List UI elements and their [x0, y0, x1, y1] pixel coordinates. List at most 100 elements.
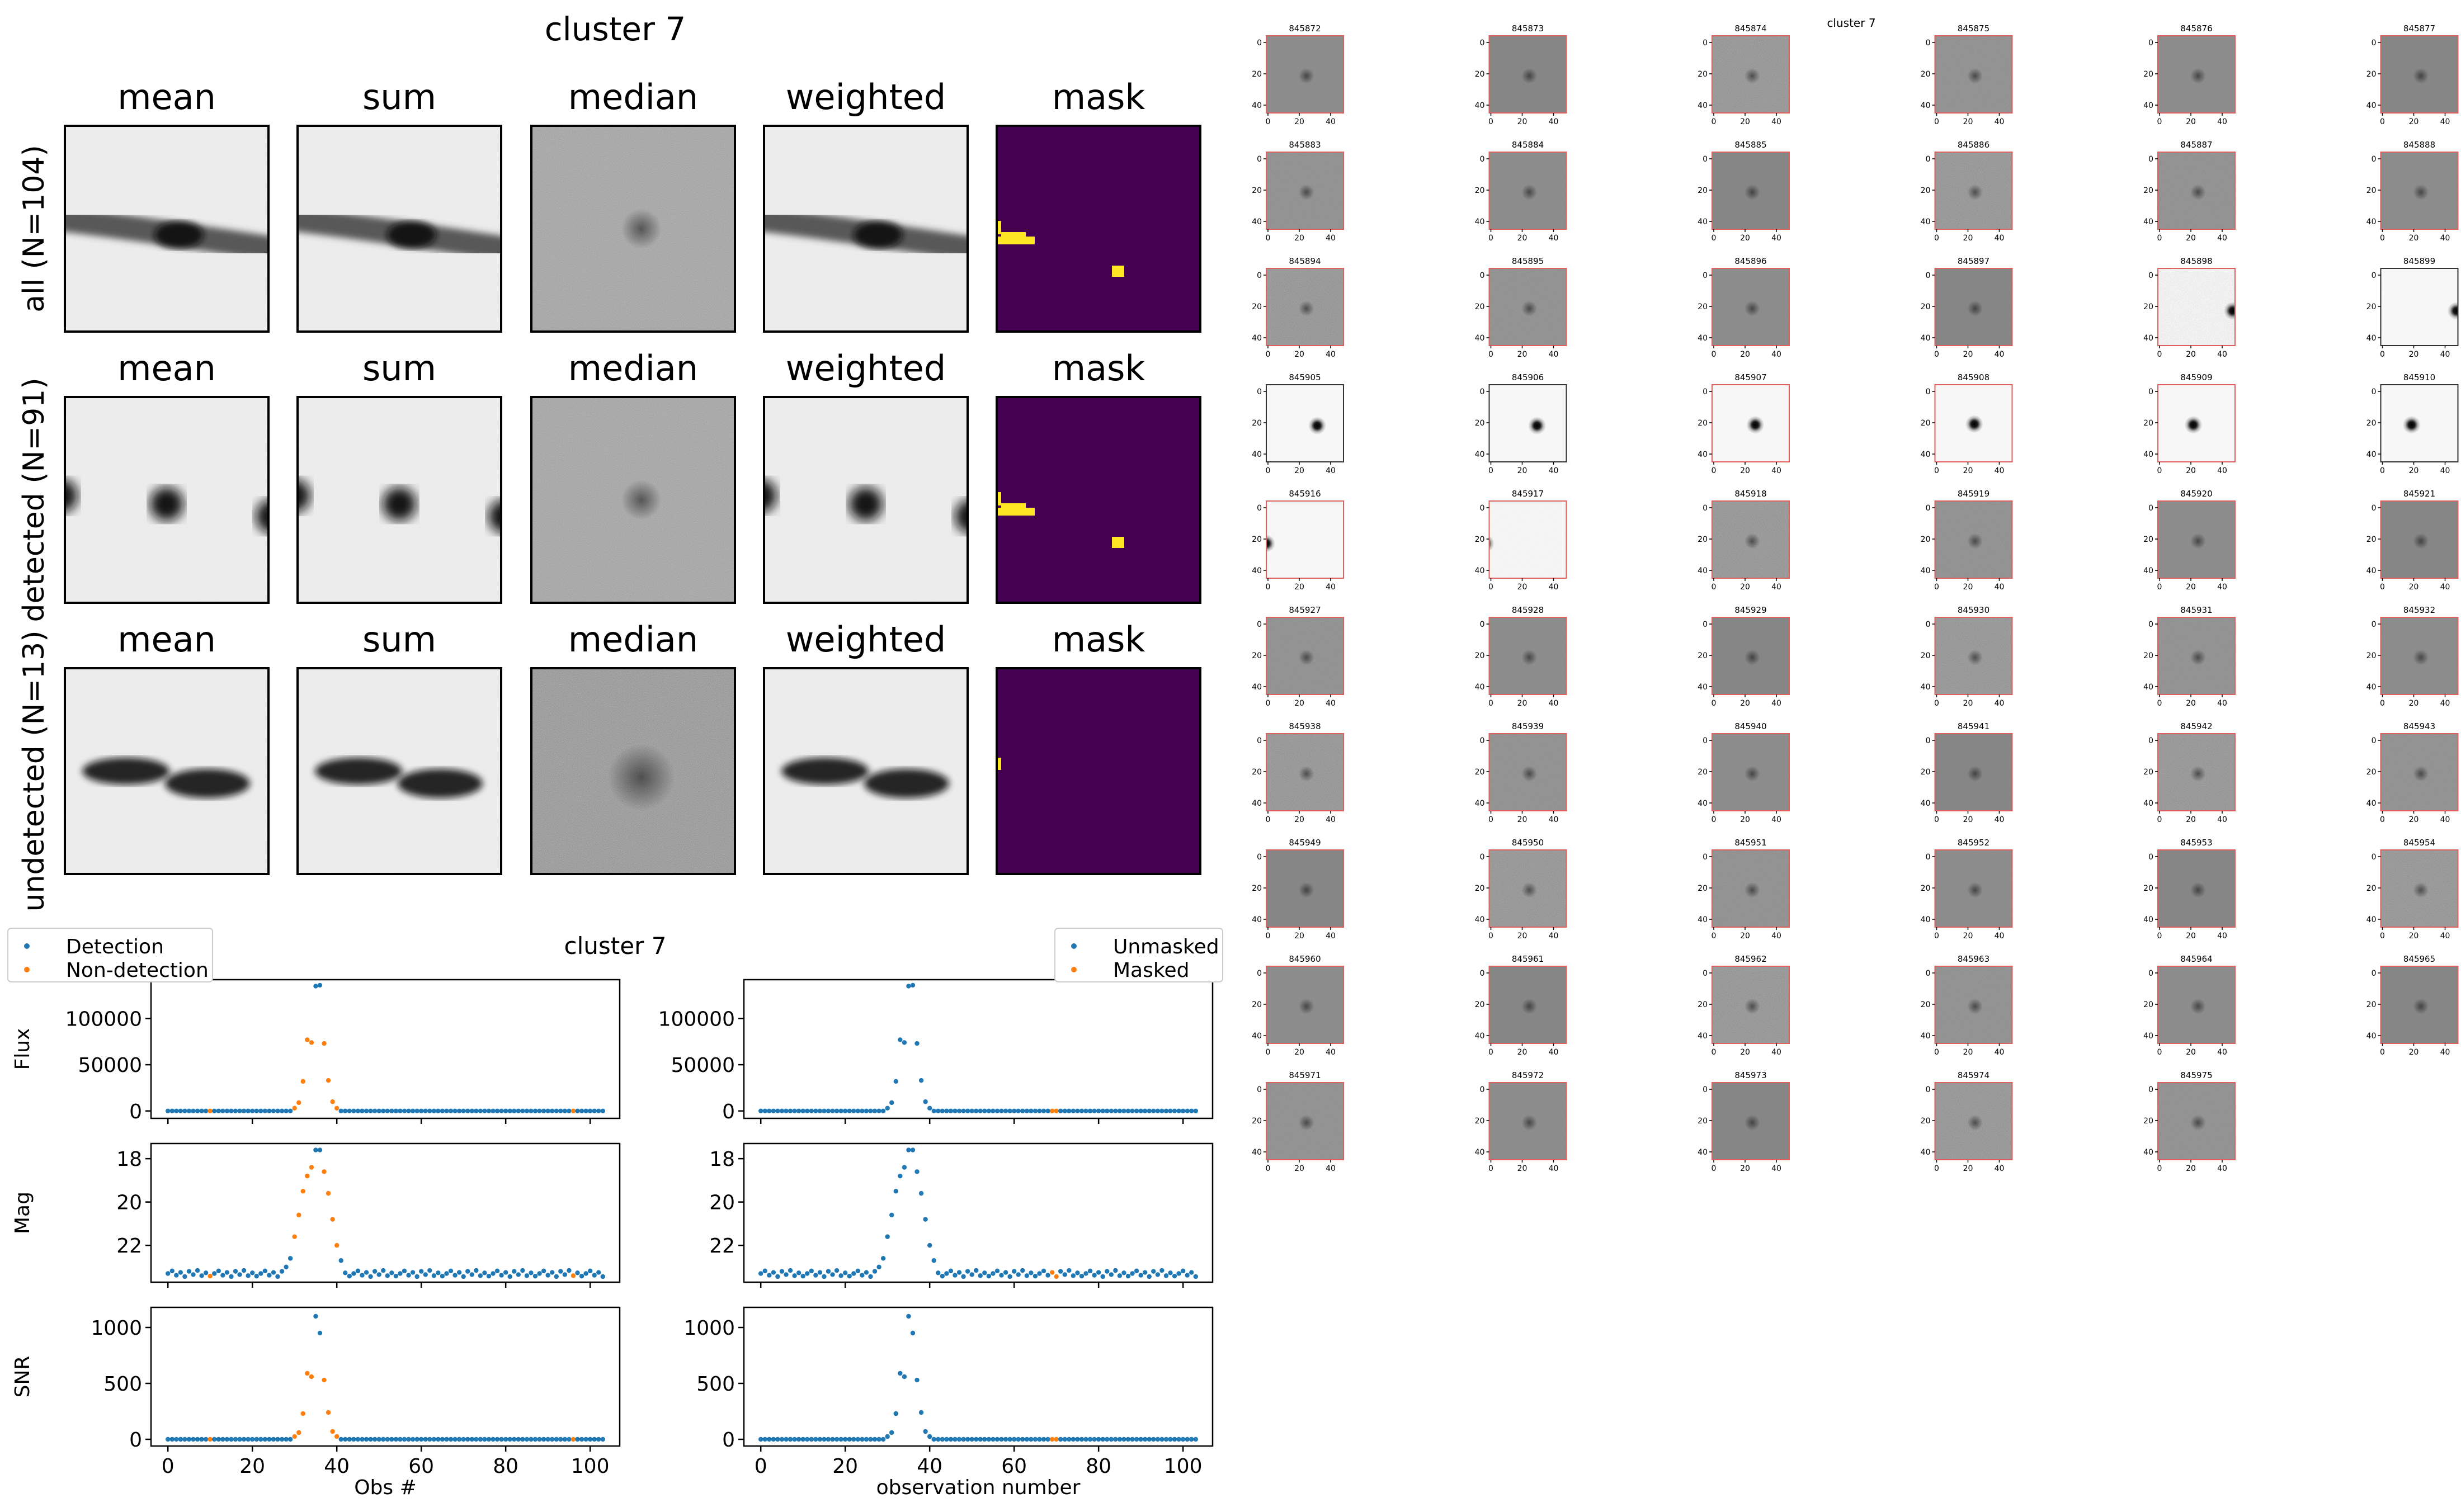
- data-point: [571, 1273, 576, 1278]
- data-point: [1151, 1437, 1156, 1442]
- data-point: [529, 1270, 534, 1275]
- data-point: [1180, 1268, 1186, 1274]
- cutout-frame: [1712, 152, 1790, 230]
- cutout-xtick: 40: [1549, 350, 1559, 359]
- data-point: [902, 1040, 907, 1045]
- cutout-ytick: 0: [1480, 853, 1485, 862]
- cutout-xtick: 0: [1488, 699, 1493, 708]
- cutout-xtick: 0: [1934, 234, 1939, 243]
- cutout-xtick: 40: [2217, 350, 2227, 359]
- data-point: [847, 1108, 852, 1113]
- cutout-xtick: 0: [1488, 234, 1493, 243]
- cutout-845929: 845929 0 20 40 0 20 40: [1698, 605, 1790, 708]
- cutout-ytick: 40: [2366, 1032, 2377, 1041]
- column-label-median: median: [568, 619, 698, 660]
- data-point: [402, 1108, 407, 1113]
- data-point: [287, 1256, 293, 1261]
- data-point: [512, 1108, 517, 1113]
- stack-undetected-weighted: [763, 667, 969, 875]
- data-point: [474, 1268, 479, 1273]
- cutout-ytick: 0: [1926, 39, 1931, 48]
- legend-marker: [1071, 967, 1077, 972]
- data-point: [229, 1108, 234, 1113]
- cutout-xtick: 0: [1712, 1048, 1717, 1057]
- data-point: [355, 1437, 361, 1442]
- data-point: [195, 1268, 200, 1273]
- cutout-ytick: 40: [1475, 218, 1485, 226]
- data-point: [1092, 1437, 1097, 1442]
- data-point: [499, 1108, 504, 1113]
- cutout-frame: [1266, 500, 1344, 579]
- cutout-frame: [1266, 152, 1344, 230]
- cutout-xtick: 0: [1488, 117, 1493, 126]
- cutout-ytick: 0: [1703, 620, 1708, 629]
- cutout-ytick: 0: [1926, 853, 1931, 862]
- cutout-label: 845951: [1734, 838, 1766, 848]
- data-point: [1024, 1437, 1030, 1442]
- data-point: [991, 1271, 996, 1276]
- cutout-xtick: 0: [1934, 699, 1939, 708]
- data-point: [991, 1108, 996, 1113]
- data-point: [385, 1437, 390, 1442]
- cutout-label: 845919: [1958, 489, 1989, 499]
- cutout-label: 845975: [2180, 1070, 2212, 1080]
- cutout-xtick: 0: [2380, 699, 2385, 708]
- data-point: [1168, 1270, 1173, 1275]
- data-point: [936, 1437, 941, 1442]
- axes-frame: [150, 979, 621, 1119]
- data-point: [771, 1437, 776, 1442]
- data-point: [1193, 1108, 1199, 1113]
- cutout-ytick: 20: [1252, 186, 1262, 195]
- data-point: [203, 1108, 209, 1113]
- cutout-ytick: 20: [1698, 303, 1708, 311]
- data-point: [800, 1108, 805, 1113]
- data-point: [885, 1234, 890, 1239]
- cutout-ytick: 0: [1703, 39, 1708, 48]
- cutout-ytick: 0: [1703, 504, 1708, 513]
- data-point: [486, 1437, 492, 1442]
- data-point: [1155, 1272, 1161, 1277]
- data-point: [1016, 1108, 1021, 1113]
- cutout-ytick: 0: [2148, 969, 2153, 978]
- data-point: [842, 1108, 848, 1113]
- data-point: [1003, 1108, 1008, 1113]
- data-point: [322, 1041, 327, 1046]
- cutout-frame: [1712, 617, 1790, 695]
- data-point: [562, 1108, 568, 1113]
- cutout-xtick: 0: [1266, 1048, 1271, 1057]
- data-point: [969, 1437, 974, 1442]
- data-point: [587, 1437, 593, 1442]
- data-point: [338, 1258, 343, 1263]
- data-point: [575, 1437, 580, 1442]
- data-point: [1062, 1437, 1067, 1442]
- data-point: [775, 1437, 780, 1442]
- data-point: [1117, 1437, 1123, 1442]
- data-point: [360, 1437, 365, 1442]
- cutout-ytick: 40: [2366, 101, 2377, 110]
- cutout-frame: [1488, 268, 1567, 346]
- data-point: [279, 1269, 285, 1274]
- bright-source: [2402, 415, 2421, 434]
- y-tick-label: 500: [103, 1373, 142, 1396]
- cutout-label: 845874: [1734, 23, 1766, 34]
- data-point: [796, 1437, 802, 1442]
- cutout-ytick: 40: [2366, 450, 2377, 459]
- cutout-ytick: 0: [1703, 1085, 1708, 1094]
- cutout-ytick: 20: [1475, 186, 1485, 195]
- cutout-xtick: 40: [2440, 699, 2450, 708]
- cutout-xtick: 20: [1963, 1164, 1973, 1173]
- cutout-ytick: 40: [1921, 101, 1931, 110]
- cutout-xtick: 40: [1326, 699, 1336, 708]
- data-point: [1049, 1270, 1055, 1275]
- cutout-ytick: 20: [1475, 303, 1485, 311]
- cutout-ytick: 0: [2148, 620, 2153, 629]
- data-point: [571, 1108, 576, 1113]
- data-point: [351, 1108, 356, 1113]
- data-point: [969, 1272, 974, 1277]
- axes-frame: [743, 1306, 1214, 1447]
- data-point: [494, 1268, 500, 1274]
- data-point: [448, 1437, 454, 1442]
- data-point: [456, 1270, 462, 1275]
